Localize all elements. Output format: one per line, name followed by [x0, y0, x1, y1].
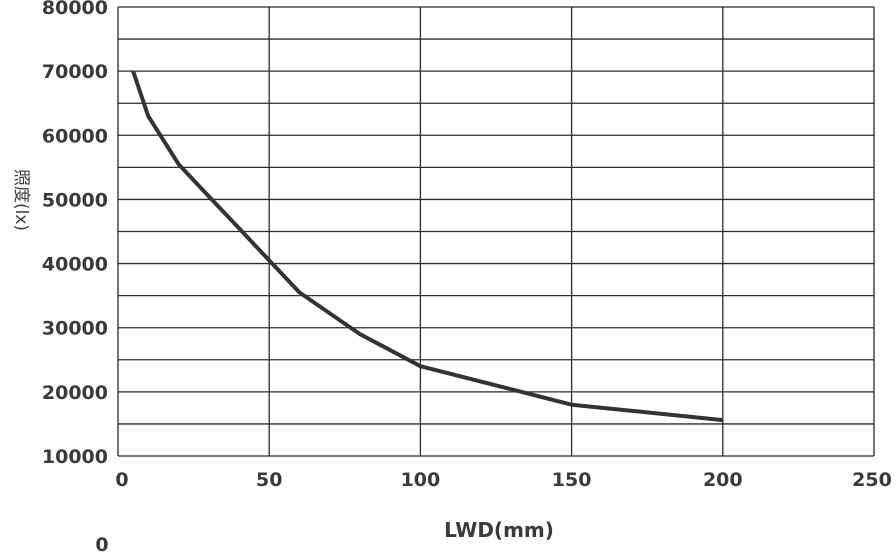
y-tick-label: 80000 — [42, 0, 108, 19]
x-tick-label: 150 — [552, 469, 592, 491]
y-tick-label: 30000 — [42, 318, 108, 340]
y-tick-labels: 10000 20000 30000 40000 50000 60000 70000 80000 — [42, 0, 108, 468]
series-line — [131, 70, 724, 423]
y-axis-label: 照度(lx) — [11, 169, 31, 231]
y-tick-label: 70000 — [42, 61, 108, 83]
y-tick-label: 60000 — [42, 125, 108, 147]
y-tick-label: 10000 — [42, 446, 108, 468]
x-axis-label: LWD(mm) — [444, 518, 554, 542]
x-tick-label: 250 — [852, 469, 892, 491]
x-tick-labels: 0 50 100 150 200 250 — [115, 469, 891, 491]
y-tick-label: 40000 — [42, 254, 108, 276]
x-tick-label: 100 — [401, 469, 441, 491]
grid — [117, 6, 875, 457]
x-tick-label: 200 — [703, 469, 743, 491]
x-tick-label: 50 — [256, 469, 282, 491]
y-tick-label: 20000 — [42, 382, 108, 404]
x-tick-label: 0 — [115, 469, 128, 491]
stray-zero-label: 0 — [95, 534, 108, 552]
y-tick-label: 50000 — [42, 189, 108, 211]
